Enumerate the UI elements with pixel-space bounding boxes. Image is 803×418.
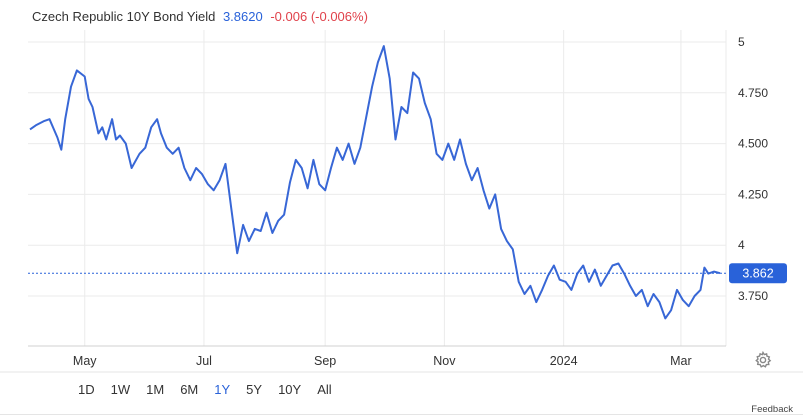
feedback-link[interactable]: Feedback (751, 404, 793, 415)
y-tick-label: 3.750 (738, 289, 768, 303)
gear-icon[interactable] (753, 350, 773, 370)
price-change: -0.006 (-0.006%) (270, 9, 368, 24)
x-tick-label: 2024 (550, 354, 578, 368)
y-tick-label: 4.250 (738, 187, 768, 201)
range-button-6m[interactable]: 6M (180, 382, 199, 397)
settings-button[interactable] (753, 350, 773, 370)
y-tick-label: 4.500 (738, 137, 768, 151)
x-tick-label: Sep (314, 354, 336, 368)
current-value-tag (729, 263, 787, 284)
chart-header: Czech Republic 10Y Bond Yield 3.8620 -0.… (32, 9, 368, 24)
range-button-5y[interactable]: 5Y (246, 382, 263, 397)
y-tick-label: 4 (738, 238, 745, 252)
current-price: 3.8620 (222, 9, 263, 24)
divider (0, 414, 803, 415)
range-button-1y[interactable]: 1Y (214, 382, 231, 397)
range-button-1m[interactable]: 1M (146, 382, 165, 397)
range-button-1d[interactable]: 1D (78, 382, 95, 397)
x-tick-label: Jul (196, 354, 212, 368)
x-tick-label: Nov (433, 354, 456, 368)
range-button-1w[interactable]: 1W (110, 382, 131, 397)
x-tick-label: Mar (670, 354, 692, 368)
range-selector: 1D 1W 1M 6M 1Y 5Y 10Y All (72, 380, 342, 399)
current-value-label: 3.862 (742, 267, 773, 281)
y-tick-label: 4.750 (738, 86, 768, 100)
range-button-10y[interactable]: 10Y (278, 382, 302, 397)
x-tick-label: May (73, 354, 97, 368)
range-button-all[interactable]: All (317, 382, 332, 397)
chart-title: Czech Republic 10Y Bond Yield (32, 9, 216, 24)
series-line (29, 45, 721, 320)
y-tick-label: 5 (738, 35, 745, 49)
